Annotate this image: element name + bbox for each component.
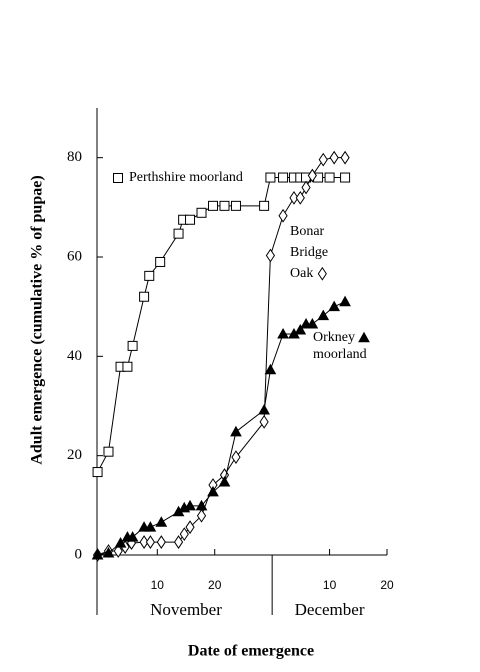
legend-label: Bridge <box>290 245 328 260</box>
month-label: December <box>295 600 365 619</box>
marker <box>340 172 351 183</box>
marker <box>340 150 350 165</box>
marker <box>92 467 103 478</box>
marker <box>218 475 231 487</box>
marker <box>207 485 219 497</box>
marker <box>145 535 156 549</box>
marker <box>155 256 166 267</box>
marker <box>144 270 155 281</box>
marker <box>184 499 196 511</box>
marker <box>265 248 276 263</box>
marker <box>264 363 277 375</box>
marker <box>179 527 189 542</box>
marker <box>328 300 341 312</box>
marker <box>294 323 307 335</box>
marker <box>259 200 270 211</box>
marker <box>231 450 241 465</box>
marker <box>324 172 335 183</box>
marker <box>103 446 114 457</box>
marker <box>278 208 288 223</box>
series-line <box>97 301 346 556</box>
legend-marker <box>113 173 123 183</box>
marker <box>173 535 184 549</box>
y-axis-label: Adult emergence (cumulative % of pupae) <box>29 175 46 464</box>
marker <box>144 521 157 532</box>
month-label: November <box>150 600 222 619</box>
marker <box>156 535 166 549</box>
series-line <box>97 157 346 556</box>
marker <box>127 340 138 351</box>
legend-label: Perthshire moorland <box>129 170 243 185</box>
marker <box>139 535 149 549</box>
marker <box>185 214 196 225</box>
x-tick-label: 20 <box>380 578 394 592</box>
marker <box>91 548 104 560</box>
marker <box>219 200 230 211</box>
marker <box>259 414 269 429</box>
marker <box>265 172 276 183</box>
x-tick-label: 10 <box>323 578 337 592</box>
x-axis-label: Date of emergence <box>188 643 314 660</box>
marker <box>196 207 207 218</box>
marker <box>277 327 289 339</box>
marker <box>317 309 330 321</box>
marker <box>307 168 317 183</box>
marker <box>102 546 115 558</box>
marker <box>258 403 270 415</box>
legend-label: Oak <box>290 266 313 281</box>
x-tick-label: 20 <box>208 578 222 592</box>
y-tick-label: 80 <box>67 149 82 165</box>
marker <box>278 172 289 183</box>
x-tick-label: 10 <box>151 578 165 592</box>
marker <box>196 508 207 523</box>
y-tick-label: 0 <box>75 546 83 562</box>
marker <box>295 190 305 205</box>
marker <box>306 318 319 329</box>
marker <box>289 190 299 205</box>
marker <box>208 200 218 211</box>
y-tick-label: 60 <box>67 248 82 264</box>
marker <box>139 291 150 302</box>
marker <box>329 150 339 165</box>
marker <box>185 520 195 535</box>
legend-label: Orkney <box>313 330 355 345</box>
marker <box>113 544 123 558</box>
marker <box>195 499 208 511</box>
legend-marker <box>317 266 327 281</box>
legend-label: moorland <box>313 347 367 362</box>
marker <box>155 516 168 527</box>
marker <box>230 200 241 211</box>
marker <box>318 152 328 167</box>
legend-marker <box>358 331 370 343</box>
marker <box>173 228 184 239</box>
marker <box>114 537 127 548</box>
marker <box>126 531 139 542</box>
marker <box>339 295 351 307</box>
y-tick-label: 20 <box>67 447 82 463</box>
legend-label: Bonar <box>290 224 325 239</box>
marker <box>122 361 133 372</box>
y-tick-label: 40 <box>67 348 82 364</box>
marker <box>301 180 311 195</box>
marker <box>230 425 242 437</box>
